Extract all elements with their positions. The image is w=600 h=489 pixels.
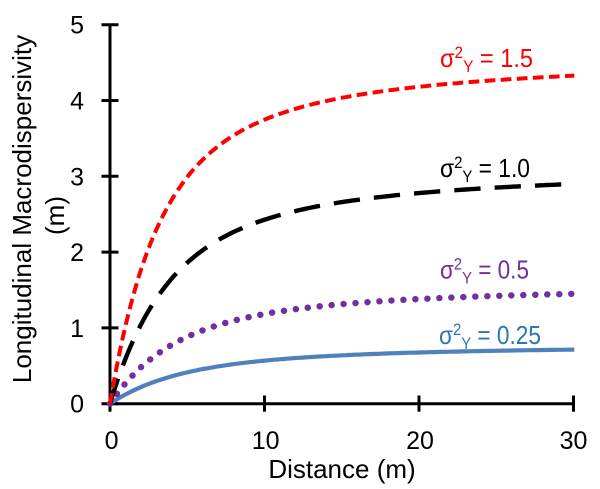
svg-text:σ2Y = 1.0: σ2 Y = 1.0 xyxy=(440,153,530,186)
svg-text:0: 0 xyxy=(105,427,119,455)
svg-text:0: 0 xyxy=(70,391,84,419)
svg-text:3: 3 xyxy=(70,163,84,191)
svg-text:4: 4 xyxy=(70,88,84,116)
svg-text:Longitudinal Macrodispersivity: Longitudinal Macrodispersivity xyxy=(7,35,37,383)
svg-text:Distance (m): Distance (m) xyxy=(268,454,415,484)
svg-text:σ2Y = 1.5: σ2Y = 1.5 xyxy=(440,43,533,76)
svg-text:5: 5 xyxy=(70,12,84,40)
svg-text:20: 20 xyxy=(406,427,434,455)
svg-text:σ2Y = 0.5: σ2 Y = 0.5 xyxy=(440,255,529,288)
svg-text:30: 30 xyxy=(560,427,588,455)
svg-text:10: 10 xyxy=(252,427,280,455)
svg-text:(m): (m) xyxy=(40,196,70,235)
svg-text:1: 1 xyxy=(70,315,84,343)
svg-text:2: 2 xyxy=(70,239,84,267)
